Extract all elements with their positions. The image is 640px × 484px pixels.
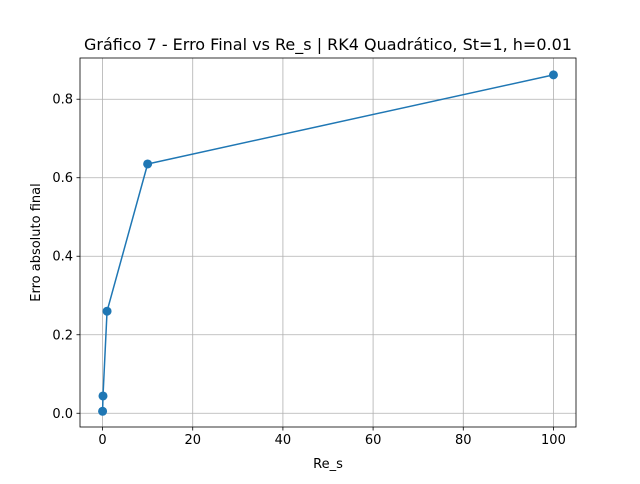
data-point xyxy=(98,391,108,401)
chart-title: Gráfico 7 - Erro Final vs Re_s | RK4 Qua… xyxy=(84,35,572,55)
plot-frame xyxy=(79,57,577,428)
grid-lines xyxy=(80,58,576,427)
x-tick-label: 80 xyxy=(455,433,472,448)
axis-ticks: 0 20 40 60 80 100 0.0 0.2 0.4 0.6 0.8 xyxy=(52,93,566,448)
y-axis-label: Erro absoluto final xyxy=(29,183,44,301)
x-tick-label: 40 xyxy=(275,433,292,448)
y-tick-label: 0.0 xyxy=(52,407,73,422)
x-tick-label: 20 xyxy=(184,433,201,448)
data-point xyxy=(98,406,108,416)
data-point xyxy=(548,70,558,80)
series-line-group xyxy=(98,70,558,416)
x-tick-label: 0 xyxy=(98,433,106,448)
x-tick-label: 100 xyxy=(541,433,566,448)
y-tick-label: 0.8 xyxy=(52,93,73,108)
data-point xyxy=(102,306,112,316)
x-tick-label: 60 xyxy=(365,433,382,448)
x-axis-label: Re_s xyxy=(313,457,343,472)
y-tick-label: 0.2 xyxy=(52,328,73,343)
data-point xyxy=(143,159,153,169)
y-tick-label: 0.4 xyxy=(52,250,73,265)
y-tick-label: 0.6 xyxy=(52,171,73,186)
